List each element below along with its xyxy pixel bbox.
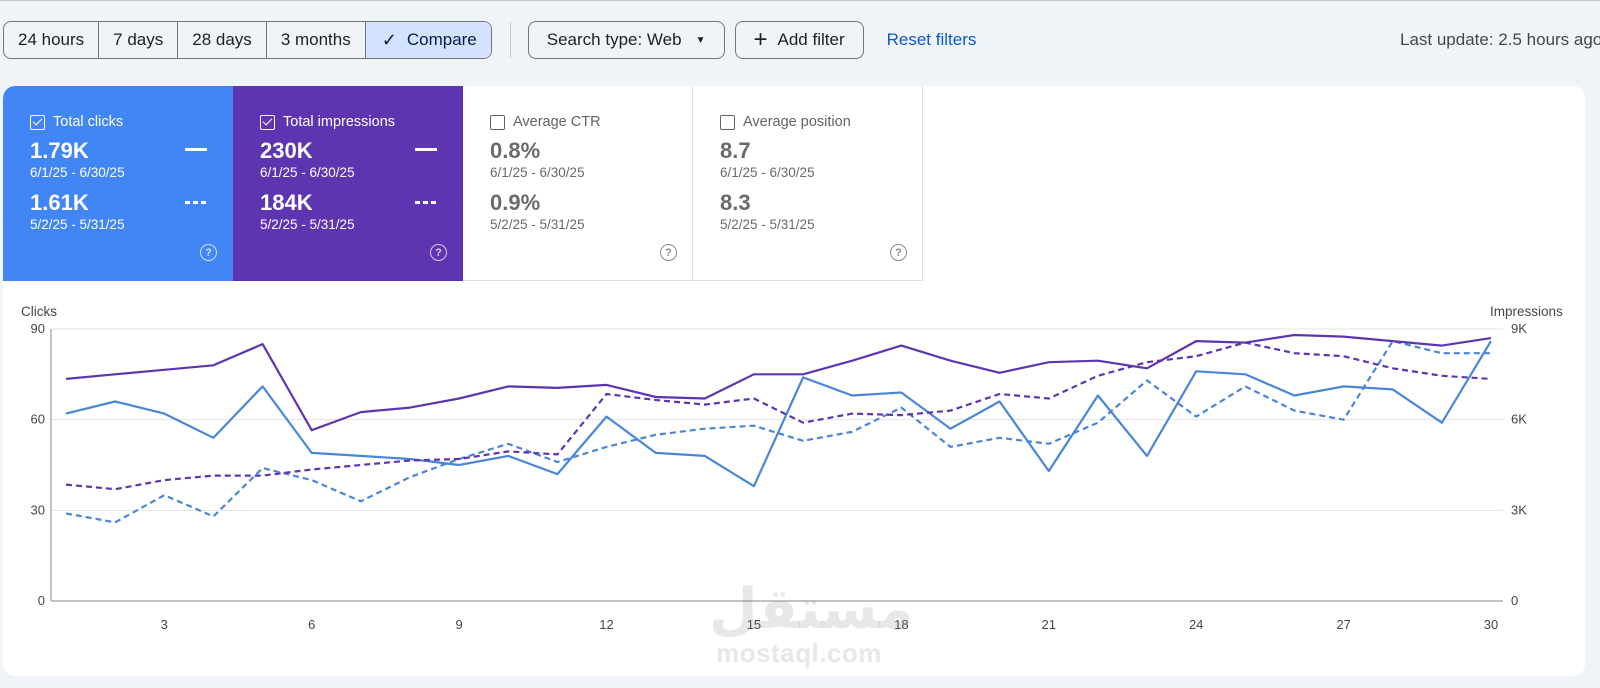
metric-previous-value: 1.61K — [30, 190, 89, 215]
metric-card-total-clicks[interactable]: Total clicks 1.79K 6/1/25 - 6/30/25 1.61… — [3, 86, 233, 281]
metric-current-range: 6/1/25 - 6/30/25 — [720, 165, 815, 180]
metric-card-total-impressions[interactable]: Total impressions 230K 6/1/25 - 6/30/25 … — [233, 86, 463, 281]
x-tick-label: 30 — [1484, 617, 1498, 632]
x-tick-label: 9 — [455, 617, 462, 632]
add-filter-label: Add filter — [777, 30, 845, 49]
x-tick-label: 3 — [161, 617, 168, 632]
x-tick-label: 12 — [599, 617, 613, 632]
y-left-tick-label: 60 — [31, 412, 45, 427]
metric-previous-value: 8.3 — [720, 190, 751, 215]
y-right-tick-label: 9K — [1511, 321, 1527, 336]
range-7-days[interactable]: 7 days — [99, 22, 179, 58]
metric-previous-range: 5/2/25 - 5/31/25 — [490, 217, 585, 232]
metric-previous-range: 5/2/25 - 5/31/25 — [720, 217, 815, 232]
checkbox-unchecked-icon[interactable] — [720, 114, 735, 130]
range-label: Compare — [406, 30, 477, 49]
watermark-latin: mostaql.com — [716, 638, 882, 668]
watermark-arabic: مستقل — [709, 577, 914, 642]
metric-current-value: 0.8% — [490, 138, 541, 163]
range-24-hours[interactable]: 24 hours — [4, 22, 100, 58]
checkbox-unchecked-icon[interactable] — [490, 114, 505, 130]
toolbar-divider — [509, 22, 511, 58]
metric-previous-value: 184K — [260, 190, 313, 215]
metric-card-average-position[interactable]: Average position 8.7 6/1/25 - 6/30/25 8.… — [693, 86, 923, 281]
x-tick-label: 6 — [308, 617, 315, 632]
top-divider — [0, 0, 1600, 3]
legend-solid-line-icon — [185, 148, 207, 151]
series-line-total-clicks-solid — [65, 340, 1492, 488]
metric-current-range: 6/1/25 - 6/30/25 — [30, 165, 125, 180]
range-label: 28 days — [192, 30, 252, 49]
x-tick-label: 18 — [894, 617, 908, 632]
y-left-tick-label: 30 — [31, 502, 45, 517]
legend-dashed-line-icon — [185, 201, 207, 204]
metric-current-range: 6/1/25 - 6/30/25 — [260, 165, 355, 180]
y-right-tick-label: 0 — [1511, 593, 1518, 608]
metric-previous-range: 5/2/25 - 5/31/25 — [30, 217, 125, 232]
range-label: 7 days — [113, 30, 164, 49]
date-range-selector: 24 hours 7 days 28 days 3 months ✓ Compar… — [3, 21, 492, 59]
metric-previous-range: 5/2/25 - 5/31/25 — [260, 217, 355, 232]
y-left-tick-label: 0 — [38, 593, 45, 608]
y-left-tick-label: 90 — [31, 321, 45, 336]
filter-toolbar: 24 hours 7 days 28 days 3 months ✓ Compar… — [3, 21, 976, 59]
range-label: 24 hours — [18, 30, 85, 49]
help-icon[interactable]: ? — [890, 244, 907, 261]
metric-current-value: 8.7 — [720, 138, 751, 163]
add-filter-button[interactable]: + Add filter — [734, 21, 864, 59]
metric-title: Average CTR — [513, 114, 601, 130]
y-axis-right-title: Impressions — [1490, 304, 1563, 319]
range-label: 3 months — [280, 30, 351, 49]
series-line-total-clicks-dashed — [65, 339, 1491, 524]
metric-card-average-ctr[interactable]: Average CTR 0.8% 6/1/25 - 6/30/25 0.9% 5… — [463, 86, 693, 281]
range-3-months[interactable]: 3 months — [267, 22, 366, 58]
performance-panel: Total clicks 1.79K 6/1/25 - 6/30/25 1.61… — [3, 86, 1585, 676]
checkmark-icon: ✓ — [381, 29, 397, 50]
x-tick-label: 24 — [1189, 617, 1203, 632]
metric-current-range: 6/1/25 - 6/30/25 — [490, 165, 585, 180]
y-axis-left-title: Clicks — [21, 304, 57, 319]
help-icon[interactable]: ? — [430, 244, 447, 261]
legend-solid-line-icon — [415, 148, 437, 151]
watermark-logo: مستقل mostaql.com — [709, 577, 914, 668]
chart-svg: 0 0 30 3K 60 6K 90 9K 3 6 9 12 15 18 21 24 27 30 — [31, 321, 1528, 632]
series-line-total-impressions-dashed — [65, 341, 1492, 491]
performance-chart: Clicks Impressions 0 0 30 3K 60 6K 90 9K 3 6 9 12 15… — [3, 304, 1585, 674]
x-tick-label: 21 — [1042, 617, 1056, 632]
x-tick-label: 15 — [747, 617, 761, 632]
x-tick-label: 27 — [1336, 617, 1350, 632]
metric-title: Total impressions — [283, 114, 396, 130]
metric-current-value: 1.79K — [30, 138, 89, 163]
range-28-days[interactable]: 28 days — [178, 22, 267, 58]
help-icon[interactable]: ? — [200, 244, 217, 261]
y-right-tick-label: 6K — [1511, 412, 1527, 427]
checkbox-checked-icon[interactable] — [30, 114, 45, 130]
y-right-tick-label: 3K — [1511, 502, 1527, 517]
metric-title: Total clicks — [53, 114, 124, 130]
last-update-text: Last update: 2.5 hours ago — [1400, 30, 1600, 49]
help-icon[interactable]: ? — [660, 244, 677, 261]
series-line-total-impressions-solid — [65, 333, 1492, 432]
metric-title: Average position — [743, 114, 851, 130]
checkbox-checked-icon[interactable] — [260, 114, 275, 130]
dropdown-caret-icon: ▼ — [695, 34, 706, 46]
reset-filters-link[interactable]: Reset filters — [886, 30, 977, 49]
metric-current-value: 230K — [260, 138, 313, 163]
search-type-label: Search type: Web — [546, 30, 682, 49]
range-compare[interactable]: ✓ Compare — [365, 22, 491, 58]
legend-dashed-line-icon — [415, 201, 437, 204]
metric-previous-value: 0.9% — [490, 190, 541, 215]
plus-icon: + — [753, 26, 768, 53]
search-type-dropdown[interactable]: Search type: Web ▼ — [527, 21, 725, 59]
